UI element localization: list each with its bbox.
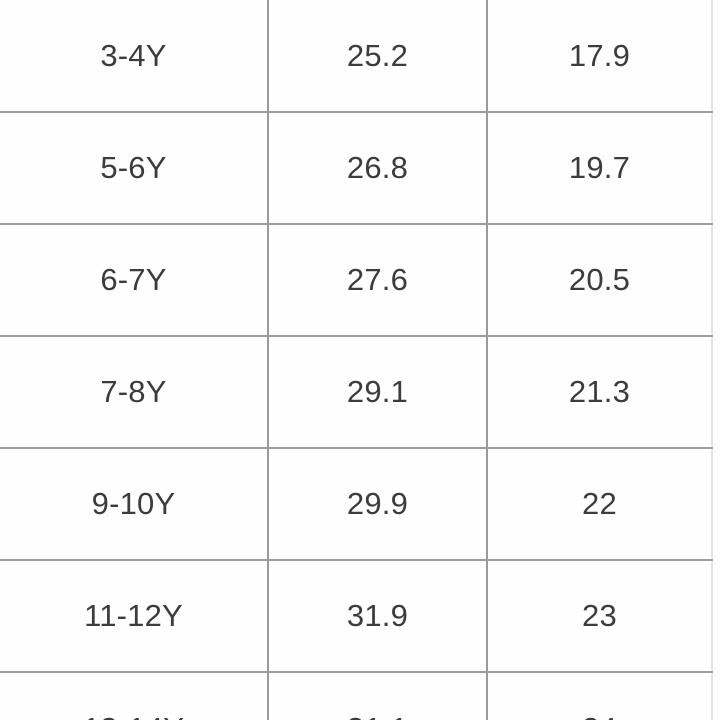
- cell-age: 13-14Y: [0, 672, 269, 720]
- cell-measure-b: 17.9: [487, 0, 713, 113]
- cell-age: 9-10Y: [0, 448, 269, 561]
- cell-measure-a: 26.8: [268, 112, 488, 225]
- cell-measure-a: 29.1: [268, 336, 488, 449]
- cell-age: 3-4Y: [0, 0, 269, 113]
- cell-age: 11-12Y: [0, 560, 269, 673]
- cell-age: 7-8Y: [0, 336, 269, 449]
- cell-measure-a: 25.2: [268, 0, 488, 113]
- table-row: 11-12Y 31.9 23: [0, 560, 713, 673]
- cell-measure-a: 31.1: [268, 672, 488, 720]
- cell-measure-b: 23: [487, 560, 713, 673]
- cell-measure-b: 24: [487, 672, 713, 720]
- cell-age: 5-6Y: [0, 112, 269, 225]
- table-row: 13-14Y 31.1 24: [0, 672, 713, 720]
- cell-measure-b: 22: [487, 448, 713, 561]
- cell-measure-a: 31.9: [268, 560, 488, 673]
- table-row: 9-10Y 29.9 22: [0, 448, 713, 561]
- cell-measure-a: 29.9: [268, 448, 488, 561]
- cell-measure-b: 19.7: [487, 112, 713, 225]
- cell-age: 6-7Y: [0, 224, 269, 337]
- table-row: 6-7Y 27.6 20.5: [0, 224, 713, 337]
- cell-measure-b: 21.3: [487, 336, 713, 449]
- cell-measure-b: 20.5: [487, 224, 713, 337]
- table-row: 3-4Y 25.2 17.9: [0, 0, 713, 113]
- cell-measure-a: 27.6: [268, 224, 488, 337]
- table-row: 5-6Y 26.8 19.7: [0, 112, 713, 225]
- table-row: 7-8Y 29.1 21.3: [0, 336, 713, 449]
